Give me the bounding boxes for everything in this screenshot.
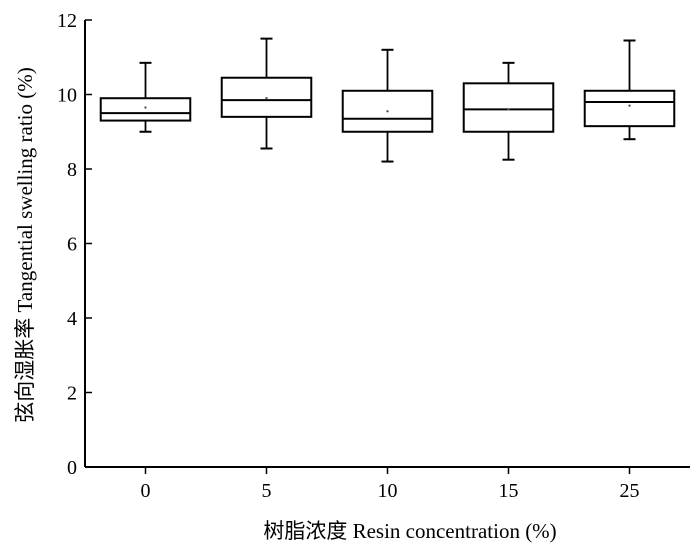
x-axis: 0 5 10 15 25: [141, 467, 640, 502]
y-axis-title: 弦向湿胀率 Tangential swelling ratio (%): [13, 67, 37, 422]
iqr-box: [583, 89, 676, 128]
x-tick-label: 15: [499, 480, 519, 502]
y-tick-label: 4: [67, 308, 77, 330]
y-tick-label: 8: [67, 159, 77, 181]
boxes-group: [99, 37, 676, 163]
y-tick-label: 6: [67, 234, 77, 256]
x-tick-label: 0: [141, 480, 151, 502]
box-0: [99, 61, 192, 133]
box-15: [462, 61, 555, 161]
x-axis-title: 树脂浓度 Resin concentration (%): [263, 519, 556, 543]
y-tick-label: 0: [67, 457, 77, 479]
y-tick-label: 12: [57, 10, 77, 32]
mean-marker: [144, 106, 147, 109]
box-25: [583, 39, 676, 141]
mean-marker: [507, 108, 510, 111]
mean-marker: [628, 104, 631, 107]
y-tick-label: 10: [57, 85, 77, 107]
box-10: [341, 48, 434, 163]
iqr-box: [462, 82, 555, 133]
iqr-box: [99, 97, 192, 122]
x-tick-label: 5: [262, 480, 272, 502]
mean-marker: [386, 110, 389, 113]
x-tick-label: 25: [620, 480, 640, 502]
y-axis: 0 2 4 6 8 10 12: [57, 10, 92, 479]
y-tick-label: 2: [67, 383, 77, 405]
x-tick-label: 10: [378, 480, 398, 502]
mean-marker: [265, 97, 268, 100]
box-5: [220, 37, 313, 150]
